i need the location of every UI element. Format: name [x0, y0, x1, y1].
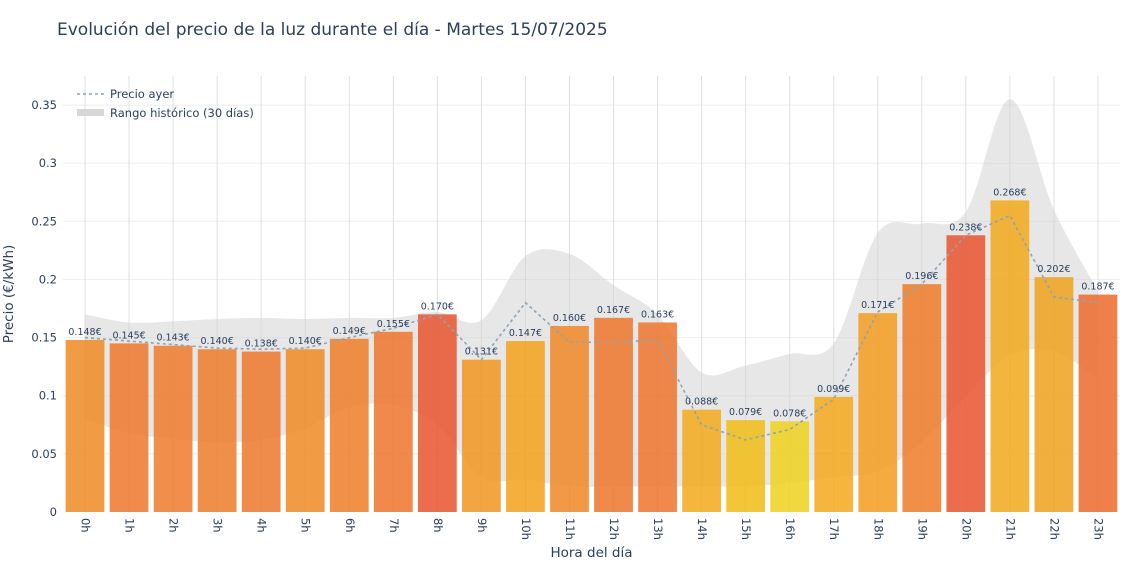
bar-value-label: 0.140€: [289, 336, 322, 347]
x-tick-label: 18h: [871, 518, 885, 540]
bar-value-label: 0.167€: [597, 305, 630, 316]
bar-value-label: 0.099€: [817, 384, 850, 395]
bar-value-label: 0.155€: [377, 319, 410, 330]
bar-value-label: 0.079€: [729, 407, 762, 418]
price-bar: [462, 359, 501, 512]
x-tick-label: 5h: [299, 518, 313, 533]
bar-value-label: 0.088€: [685, 397, 718, 408]
price-bar: [682, 409, 721, 512]
x-tick-label: 21h: [1003, 518, 1017, 540]
y-tick-label: 0.1: [39, 389, 57, 403]
x-tick-label: 10h: [519, 518, 533, 540]
price-bar: [153, 345, 193, 512]
legend-label-yesterday: Precio ayer: [110, 87, 174, 101]
bar-value-label: 0.138€: [245, 339, 278, 350]
price-bar: [902, 284, 942, 512]
legend-band-swatch: [77, 109, 104, 116]
bar-value-label: 0.238€: [949, 222, 982, 233]
x-tick-label: 7h: [387, 518, 401, 533]
x-tick-label: 20h: [959, 518, 973, 540]
bar-value-label: 0.149€: [333, 326, 366, 337]
bar-value-label: 0.268€: [993, 187, 1026, 198]
price-bar: [814, 396, 854, 512]
chart-title: Evolución del precio de la luz durante e…: [57, 20, 608, 40]
x-tick-label: 15h: [739, 518, 753, 540]
price-bar: [417, 314, 457, 512]
bar-value-label: 0.196€: [905, 271, 938, 282]
price-bar: [373, 331, 413, 512]
legend-label-range: Rango histórico (30 días): [110, 106, 254, 120]
price-bar: [285, 349, 325, 512]
x-tick-label: 0h: [79, 518, 93, 533]
x-tick-label: 6h: [343, 518, 357, 533]
axes-layer: 0 0.05 0.1 0.15 0.2 0.25 0.3 0.35 0h 1h 2h 3h 4h 5h 6h…: [1, 98, 1105, 561]
price-bar: [1034, 277, 1074, 512]
y-tick-label: 0.2: [39, 272, 57, 286]
data-labels-layer: 0.148€ 0.145€ 0.143€ 0.140€ 0.138€ 0.140€ 0.14…: [68, 187, 1114, 419]
x-tick-label: 23h: [1091, 518, 1105, 540]
price-bar: [550, 325, 589, 512]
price-bar: [638, 322, 677, 512]
price-bar: [329, 338, 369, 512]
bar-value-label: 0.131€: [465, 347, 498, 358]
x-tick-label: 8h: [431, 518, 445, 533]
x-tick-label: 2h: [167, 518, 181, 533]
bar-value-label: 0.171€: [861, 300, 894, 311]
bar-value-label: 0.078€: [773, 408, 806, 419]
x-tick-label: 1h: [123, 518, 137, 533]
y-tick-label: 0.15: [31, 331, 57, 345]
x-tick-label: 4h: [255, 518, 269, 533]
bar-value-label: 0.160€: [553, 313, 586, 324]
x-tick-label: 19h: [915, 518, 929, 540]
price-bar: [109, 343, 149, 512]
price-bar: [65, 339, 105, 512]
price-bar: [594, 317, 633, 512]
y-tick-label: 0: [50, 505, 57, 519]
x-axis-title: Hora del día: [550, 545, 632, 561]
yesterday-line-layer: [84, 214, 1099, 441]
bar-value-label: 0.170€: [421, 301, 454, 312]
bar-value-label: 0.145€: [112, 330, 145, 341]
historical-range-layer: [85, 99, 1098, 487]
x-tick-label: 3h: [211, 518, 225, 533]
price-bar: [506, 341, 545, 512]
y-axis-title: Precio (€/kWh): [1, 245, 17, 344]
y-tick-label: 0.3: [39, 156, 57, 170]
y-tick-label: 0.35: [31, 98, 57, 112]
bars-layer: [65, 200, 1118, 512]
y-tick-label: 0.05: [31, 447, 57, 461]
x-tick-label: 11h: [563, 518, 577, 540]
legend[interactable]: Precio ayer Rango histórico (30 días): [77, 87, 254, 120]
price-bar: [858, 313, 898, 512]
bar-value-label: 0.148€: [68, 327, 101, 338]
yesterday-price-line: [84, 214, 1099, 441]
bar-value-label: 0.163€: [641, 309, 674, 320]
x-tick-label: 16h: [783, 518, 797, 540]
bar-value-label: 0.187€: [1081, 282, 1114, 293]
x-tick-label: 22h: [1047, 518, 1061, 540]
x-tick-label: 13h: [651, 518, 665, 540]
bar-value-label: 0.143€: [156, 333, 189, 344]
price-bar: [726, 420, 766, 512]
price-bar: [1078, 294, 1118, 512]
bar-value-label: 0.202€: [1037, 264, 1070, 275]
price-bar: [770, 421, 810, 512]
bar-value-label: 0.147€: [509, 328, 542, 339]
x-tick-label: 17h: [827, 518, 841, 540]
y-tick-label: 0.25: [31, 214, 57, 228]
historical-range-band: [85, 99, 1098, 487]
price-bar: [197, 349, 237, 512]
bar-value-label: 0.140€: [201, 336, 234, 347]
price-bar: [990, 200, 1030, 512]
x-tick-label: 14h: [695, 518, 709, 540]
price-bar: [946, 235, 986, 512]
x-tick-label: 12h: [607, 518, 621, 540]
x-tick-label: 9h: [475, 518, 489, 533]
price-bar: [241, 351, 281, 512]
